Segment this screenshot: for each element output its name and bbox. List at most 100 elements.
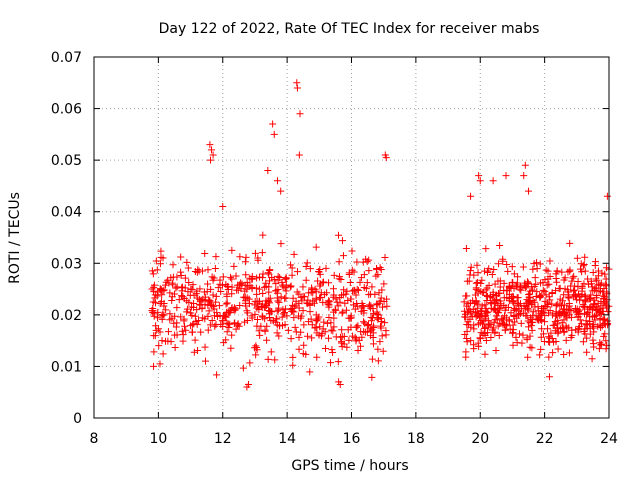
data-point-marker: [539, 286, 547, 294]
data-point-marker: [251, 310, 259, 318]
data-point-marker: [537, 279, 545, 287]
data-point-marker: [490, 300, 498, 308]
data-point-marker: [500, 312, 508, 320]
data-point-marker: [553, 267, 561, 275]
data-point-marker: [544, 325, 552, 333]
data-point-marker: [180, 295, 188, 303]
data-point-marker: [252, 284, 260, 292]
y-tick-label: 0.03: [51, 256, 82, 272]
data-point-marker: [219, 273, 227, 281]
data-point-marker: [209, 291, 217, 299]
data-point-marker: [332, 295, 340, 303]
data-point-marker: [484, 268, 492, 276]
data-point-marker: [354, 286, 362, 294]
data-point-marker: [602, 337, 610, 345]
data-point-marker: [256, 273, 263, 281]
data-point-marker: [538, 317, 546, 325]
data-point-marker: [252, 342, 260, 350]
data-point-marker: [560, 291, 568, 299]
data-point-marker: [485, 281, 493, 289]
data-point-marker: [495, 260, 503, 268]
data-point-marker: [546, 272, 554, 280]
data-point-marker: [253, 346, 261, 354]
data-point-marker: [571, 304, 579, 312]
data-point-marker: [329, 285, 337, 293]
data-point-marker: [482, 336, 490, 344]
data-point-marker: [546, 334, 554, 342]
data-point-marker: [335, 258, 343, 266]
data-point-marker: [583, 348, 591, 356]
data-point-marker: [480, 320, 488, 328]
data-point-marker: [595, 345, 603, 353]
data-point-marker: [269, 120, 277, 128]
data-point-marker: [589, 336, 597, 344]
data-point-marker: [463, 327, 471, 335]
data-point-marker: [581, 325, 589, 333]
data-point-marker: [598, 322, 606, 330]
data-point-marker: [241, 258, 249, 266]
data-point-marker: [568, 331, 576, 339]
data-point-marker: [156, 328, 164, 336]
data-point-marker: [333, 298, 341, 306]
data-point-marker: [150, 312, 158, 320]
data-point-marker: [293, 84, 301, 92]
data-point-marker: [466, 315, 474, 323]
data-point-marker: [576, 323, 584, 331]
data-point-marker: [178, 283, 186, 291]
data-point-marker: [476, 335, 484, 343]
data-point-marker: [187, 322, 195, 330]
data-point-marker: [170, 319, 178, 327]
data-point-marker: [544, 267, 552, 275]
data-point-marker: [242, 253, 250, 261]
data-point-marker: [540, 337, 548, 345]
data-point-marker: [268, 274, 276, 281]
data-point-marker: [561, 308, 569, 316]
data-point-marker: [181, 284, 189, 292]
data-point-marker: [182, 326, 190, 334]
data-point-marker: [565, 300, 573, 308]
data-point-marker: [483, 297, 491, 305]
data-point-marker: [513, 281, 521, 289]
data-point-marker: [271, 356, 279, 364]
axis-ticks: [93, 56, 610, 419]
data-point-marker: [596, 339, 604, 347]
data-point-marker: [334, 358, 342, 366]
data-point-marker: [591, 258, 599, 266]
data-point-marker: [348, 266, 356, 274]
data-point-marker: [377, 294, 385, 302]
data-point-marker: [545, 353, 553, 361]
data-point-marker: [354, 322, 362, 330]
data-point-marker: [357, 274, 365, 282]
data-point-marker: [349, 301, 357, 309]
x-tick-label: 12: [214, 431, 232, 447]
data-point-marker: [334, 302, 342, 310]
data-point-marker: [544, 301, 552, 309]
data-point-marker: [223, 292, 231, 300]
data-point-marker: [177, 268, 185, 276]
data-point-marker: [600, 332, 608, 340]
data-point-marker: [160, 311, 168, 319]
data-point-marker: [519, 331, 527, 339]
data-point-marker: [319, 279, 327, 287]
data-point-marker: [560, 276, 568, 284]
data-point-marker: [194, 294, 202, 302]
data-point-marker: [536, 292, 544, 300]
data-point-marker: [579, 302, 587, 310]
data-point-marker: [374, 271, 382, 279]
data-point-marker: [224, 308, 232, 316]
data-point-marker: [173, 273, 181, 281]
data-point-marker: [472, 309, 480, 317]
data-point-marker: [328, 346, 336, 354]
data-point-marker: [244, 282, 252, 290]
data-point-marker: [189, 281, 197, 289]
data-point-marker: [289, 361, 297, 369]
data-point-marker: [530, 282, 538, 290]
data-point-marker: [273, 329, 281, 337]
data-point-marker: [375, 289, 383, 297]
data-point-marker: [517, 319, 525, 327]
data-point-marker: [541, 287, 549, 295]
data-point-marker: [255, 327, 263, 335]
data-point-marker: [253, 315, 261, 323]
data-point-marker: [472, 299, 480, 307]
